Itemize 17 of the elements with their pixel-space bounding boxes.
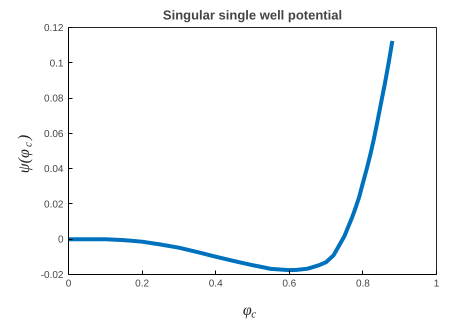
x-tick-label: 0.4 bbox=[208, 278, 224, 290]
x-tick-label: 0.2 bbox=[135, 278, 150, 290]
y-tick-label: 0.1 bbox=[50, 58, 64, 70]
x-tick-label: 0.6 bbox=[282, 278, 297, 290]
y-tick-label: -0.02 bbox=[40, 270, 64, 281]
y-tick-label: 0 bbox=[58, 234, 64, 246]
x-tick-label: 1 bbox=[434, 278, 440, 290]
x-tick-label: 0.8 bbox=[356, 278, 370, 290]
y-tick-label: 0.06 bbox=[44, 128, 64, 140]
x-tick-label: 0 bbox=[66, 278, 72, 290]
line-series bbox=[68, 38, 394, 272]
y-tick-label: 0.12 bbox=[44, 23, 64, 34]
y-tick-label: 0.04 bbox=[44, 164, 64, 176]
y-axis-title: ψ(φc) bbox=[16, 134, 34, 174]
chart-title: Singular single well potential bbox=[162, 8, 342, 22]
y-tick-label: 0.02 bbox=[44, 199, 64, 210]
y-tick-label: 0.08 bbox=[44, 94, 64, 105]
